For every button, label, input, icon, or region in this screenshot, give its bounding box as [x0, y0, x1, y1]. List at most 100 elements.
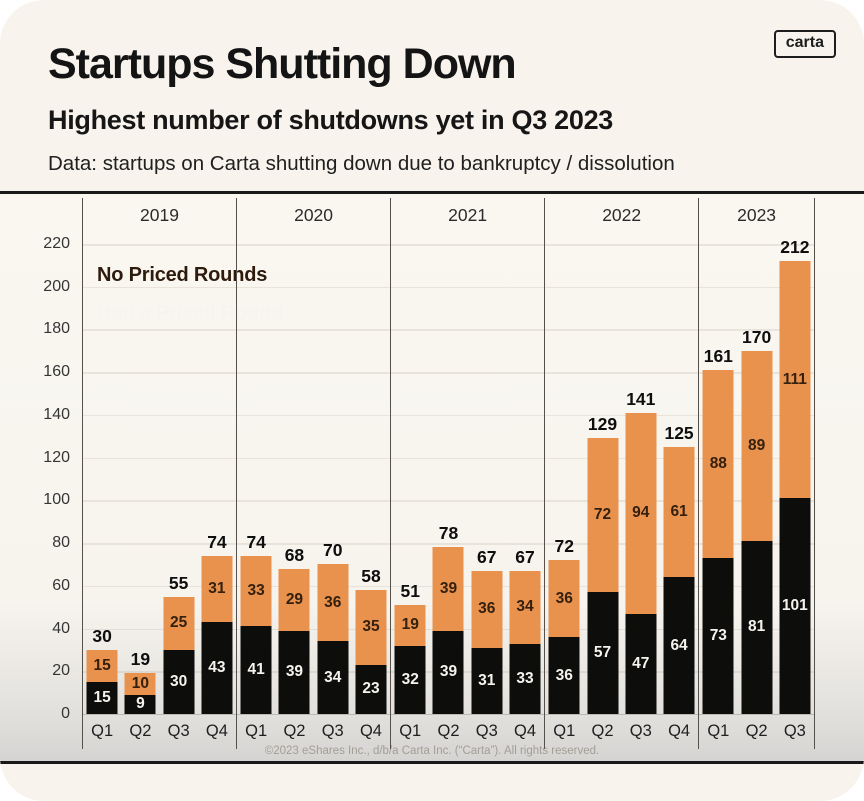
bar-total-label: 212: [780, 237, 810, 258]
bar-column-2019-Q1: 30 15 15 Q1: [83, 198, 121, 749]
bar-total-label: 70: [322, 540, 343, 561]
segment-no-priced-rounds: 61: [663, 446, 695, 578]
quarter-tick-label: Q1: [245, 722, 268, 740]
segment-had-priced-round: 15: [86, 681, 118, 714]
year-columns: 74 33 41 Q1 68 29 39 Q2 70 36 34 Q3 58 35 23 Q4: [237, 198, 390, 749]
bar-column-2021-Q2: 78 39 39 Q2: [429, 198, 467, 749]
segment-no-priced-rounds: 36: [471, 570, 503, 648]
segment-no-priced-rounds: 94: [625, 412, 657, 614]
gridline: [82, 286, 815, 289]
year-group-2021: 2021 51 19 32 Q1 78 39 39 Q2 67 36 31 Q3 67 34 33 Q4: [390, 198, 544, 749]
stacked-bar: 161 88 73: [702, 346, 734, 714]
year-label: 2023: [737, 205, 777, 225]
bar-total-label: 68: [284, 544, 305, 565]
stacked-bar: 74 31 43: [201, 532, 233, 714]
quarter-tick-label: Q2: [283, 722, 306, 740]
segment-had-priced-round: 34: [317, 641, 349, 714]
bar-total-label: 58: [361, 566, 381, 587]
segment-no-priced-rounds: 39: [432, 547, 464, 631]
segment-no-priced-rounds: 34: [509, 570, 541, 644]
segment-no-priced-rounds: 36: [317, 564, 349, 642]
segment-no-priced-rounds: 19: [394, 605, 426, 646]
y-axis-tick-label: 200: [43, 277, 70, 295]
bar-column-2022-Q4: 125 61 64 Q4: [660, 198, 698, 749]
quarter-tick-label: Q2: [745, 722, 768, 740]
bar-total-label: 72: [554, 536, 574, 557]
y-axis-tick-label: 0: [61, 705, 70, 722]
quarter-tick-label: Q3: [783, 722, 806, 740]
gridline: [82, 457, 815, 460]
bar-column-2023-Q2: 170 89 81 Q2: [737, 198, 775, 749]
year-label: 2021: [448, 205, 488, 225]
bar-column-2021-Q3: 67 36 31 Q3: [468, 198, 506, 749]
bar-column-2019-Q2: 19 10 9 Q2: [121, 198, 159, 749]
quarter-tick-label: Q1: [553, 722, 576, 740]
stacked-bar: 72 36 36: [548, 536, 580, 714]
segment-had-priced-round: 43: [201, 622, 233, 714]
segment-had-priced-round: 36: [548, 637, 580, 714]
segment-no-priced-rounds: 15: [86, 649, 118, 682]
carta-logo: carta: [773, 30, 836, 58]
segment-no-priced-rounds: 33: [240, 555, 272, 627]
segment-no-priced-rounds: 31: [201, 555, 233, 623]
x-axis-baseline: [82, 714, 815, 715]
y-axis-tick-label: 40: [52, 619, 70, 637]
quarter-tick-label: Q3: [629, 722, 652, 740]
bar-total-label: 141: [626, 388, 656, 409]
stacked-bar: 125 61 64: [663, 423, 695, 714]
bar-total-label: 67: [477, 546, 497, 567]
y-axis-tick-label: 140: [43, 405, 70, 423]
segment-no-priced-rounds: 111: [779, 261, 811, 499]
stacked-bar: 78 39 39: [432, 523, 464, 714]
year-columns: 72 36 36 Q1 129 72 57 Q2 141 94 47 Q3 125 61 64 Q4: [545, 198, 698, 749]
subtitle: Highest number of shutdowns yet in Q3 20…: [48, 105, 614, 135]
year-group-2023: 2023 161 88 73 Q1 170 89 81 Q2 212 111 101 Q3: [698, 198, 815, 749]
quarter-tick-label: Q4: [359, 722, 382, 740]
chart-area: No Priced Rounds Had a Priced Round ©202…: [0, 191, 864, 764]
segment-had-priced-round: 47: [625, 613, 657, 714]
year-group-2019: 2019 30 15 15 Q1 19 10 9 Q2 55 25 30 Q3 74 31 43 Q4: [82, 198, 236, 749]
gridline: [82, 372, 815, 374]
stacked-bar: 55 25 30: [163, 573, 195, 714]
stacked-bar: 170 89 81: [741, 327, 773, 714]
year-group-2022: 2022 72 36 36 Q1 129 72 57 Q2 141 94 47 Q3 125 61 64 Q4: [544, 198, 698, 749]
quarter-tick-label: Q2: [129, 722, 152, 740]
bar-column-2020-Q2: 68 29 39 Q2: [275, 198, 313, 749]
segment-had-priced-round: 39: [278, 630, 310, 714]
quarter-tick-label: Q3: [167, 722, 190, 740]
data-source-note: Data: startups on Carta shutting down du…: [48, 152, 675, 175]
stacked-bar: 129 72 57: [587, 414, 619, 714]
stacked-bar: 51 19 32: [394, 581, 426, 714]
y-axis-tick-label: 220: [43, 235, 70, 252]
bar-column-2020-Q3: 70 36 34 Q3: [314, 198, 352, 749]
y-axis-tick-label: 60: [52, 576, 70, 594]
segment-no-priced-rounds: 25: [163, 596, 195, 650]
bar-column-2022-Q2: 129 72 57 Q2: [583, 198, 621, 749]
stacked-bar: 67 36 31: [471, 547, 503, 714]
year-label: 2019: [140, 205, 179, 225]
y-axis-tick-label: 80: [52, 534, 70, 552]
bar-total-label: 125: [664, 422, 694, 443]
quarter-tick-label: Q3: [321, 722, 344, 740]
year-group-2020: 2020 74 33 41 Q1 68 29 39 Q2 70 36 34 Q3 58 35 23 Q4: [236, 198, 390, 749]
quarter-tick-label: Q3: [475, 722, 498, 740]
quarter-tick-label: Q4: [205, 722, 228, 740]
page-title: Startups Shutting Down: [48, 40, 517, 88]
y-axis-tick-label: 20: [52, 662, 70, 680]
year-label: 2020: [294, 205, 334, 225]
segment-had-priced-round: 41: [240, 626, 272, 714]
stacked-bar: 30 15 15: [86, 626, 118, 714]
bar-total-label: 74: [246, 531, 266, 552]
segment-had-priced-round: 57: [587, 592, 619, 714]
stacked-bar: 212 111 101: [779, 237, 811, 714]
bar-total-label: 74: [207, 531, 227, 552]
bar-column-2019-Q4: 74 31 43 Q4: [198, 198, 236, 749]
bar-total-label: 19: [130, 649, 151, 670]
segment-had-priced-round: 64: [663, 577, 695, 714]
year-columns: 161 88 73 Q1 170 89 81 Q2 212 111 101 Q3: [699, 198, 814, 749]
bar-column-2022-Q3: 141 94 47 Q3: [622, 198, 660, 749]
stacked-bar: 74 33 41: [240, 532, 272, 714]
segment-no-priced-rounds: 72: [587, 438, 619, 593]
legend-item-no-priced-rounds: No Priced Rounds: [97, 264, 268, 286]
stacked-bar: 19 10 9: [124, 649, 156, 714]
